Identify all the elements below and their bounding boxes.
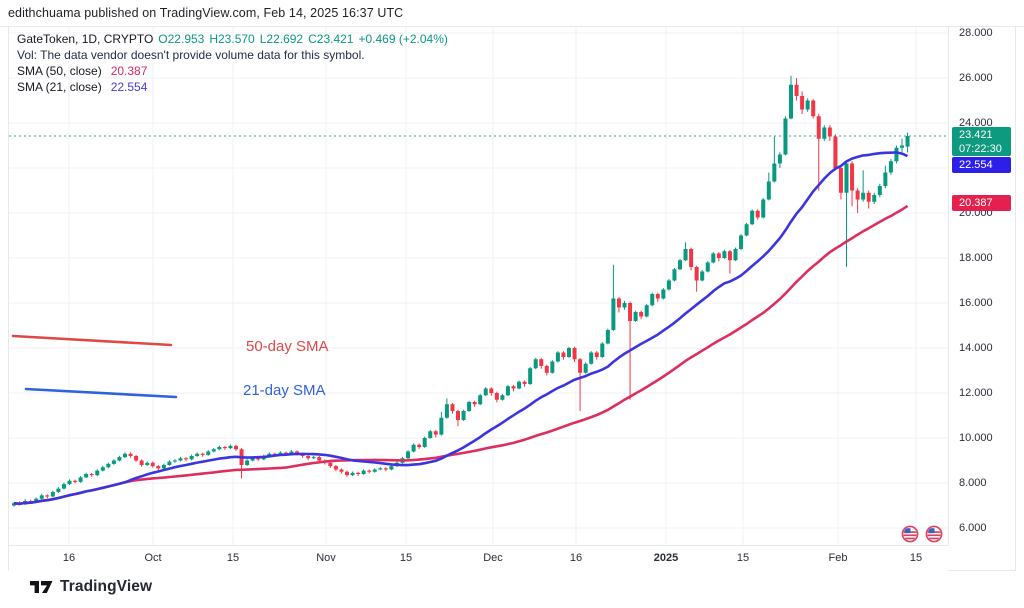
price-axis-label: 14.000 — [959, 341, 993, 354]
time-axis-label: 2025 — [653, 552, 679, 564]
ohlc-open: O22.953 — [158, 32, 205, 46]
price-axis-label: 12.000 — [959, 386, 993, 399]
time-axis-label: Dec — [483, 552, 503, 564]
footer-bar: TradingView — [0, 571, 1024, 608]
symbol-title: GateToken, 1D, CRYPTO — [17, 32, 154, 46]
price-axis-label: 10.000 — [959, 431, 993, 444]
ohlc-high: H23.570 — [209, 32, 255, 46]
current-price-value: 23.421 — [959, 129, 993, 141]
time-axis-label: 15 — [736, 552, 750, 564]
time-axis-label: Nov — [316, 552, 336, 564]
us-flag-event-icon[interactable] — [925, 525, 943, 543]
time-axis-label: 16 — [62, 552, 76, 564]
tradingview-brand[interactable]: TradingView — [30, 578, 152, 596]
time-axis-label: Feb — [828, 552, 848, 564]
time-axis[interactable]: 16 Oct 15 Nov 15 Dec 16 2025 15 Feb 15 — [9, 545, 948, 571]
price-axis[interactable]: 6.000 8.000 10.000 12.000 14.000 16.000 18.000… — [948, 27, 1015, 545]
sma21-value: 22.554 — [110, 80, 148, 94]
tradingview-brand-name: TradingView — [60, 578, 153, 595]
sma21-label: SMA (21, close) — [17, 80, 102, 94]
chart-card: GateToken, 1D, CRYPTO O22.953 H23.570 L22.6… — [8, 27, 1016, 571]
time-axis-label: Oct — [144, 552, 162, 564]
sma21-price-badge: 22.554 — [952, 157, 1011, 173]
sma50-price-badge: 20.387 — [952, 195, 1011, 211]
time-axis-label: 15 — [399, 552, 413, 564]
legend-sma50-row[interactable]: SMA (50, close) 20.387 — [17, 63, 448, 79]
sma50-value: 20.387 — [110, 64, 148, 78]
legend-volume-row: Vol: The data vendor doesn't provide vol… — [17, 48, 365, 62]
us-flag-event-icon[interactable] — [901, 525, 919, 543]
publisher-bar: edithchuama published on TradingView.com… — [0, 0, 1024, 27]
price-axis-label: 16.000 — [959, 296, 993, 309]
price-axis-label: 18.000 — [959, 251, 993, 264]
chart-plot-area[interactable]: GateToken, 1D, CRYPTO O22.953 H23.570 L22.6… — [9, 27, 948, 545]
legend-sma21-row[interactable]: SMA (21, close) 22.554 — [17, 79, 448, 95]
time-axis-label: 16 — [569, 552, 583, 564]
publisher-line: edithchuama published on TradingView.com… — [8, 6, 404, 20]
tradingview-logo-icon — [30, 580, 53, 593]
legend-symbol-row[interactable]: GateToken, 1D, CRYPTO O22.953 H23.570 L22.6… — [17, 31, 448, 47]
ohlc-close: C23.421 — [308, 32, 354, 46]
price-axis-label: 26.000 — [959, 71, 993, 84]
change-value: +0.469 (+2.04%) — [358, 32, 448, 46]
price-axis-label: 24.000 — [959, 116, 993, 129]
annotation-50day-sma-label[interactable]: 50-day SMA — [246, 338, 329, 355]
chart-legend: GateToken, 1D, CRYPTO O22.953 H23.570 L22.6… — [17, 31, 448, 95]
price-axis-label: 28.000 — [959, 26, 993, 39]
time-axis-label: 15 — [226, 552, 240, 564]
sma50-label: SMA (50, close) — [17, 64, 102, 78]
ohlc-low: L22.692 — [259, 32, 304, 46]
annotation-21day-sma-label[interactable]: 21-day SMA — [243, 382, 326, 399]
price-axis-label: 8.000 — [959, 476, 987, 489]
bar-countdown: 07:22:30 — [959, 143, 1002, 155]
price-chart-canvas[interactable] — [9, 27, 948, 545]
price-axis-label: 6.000 — [959, 521, 987, 534]
time-axis-label: 15 — [909, 552, 923, 564]
current-price-badge: 23.421 07:22:30 — [952, 127, 1011, 156]
